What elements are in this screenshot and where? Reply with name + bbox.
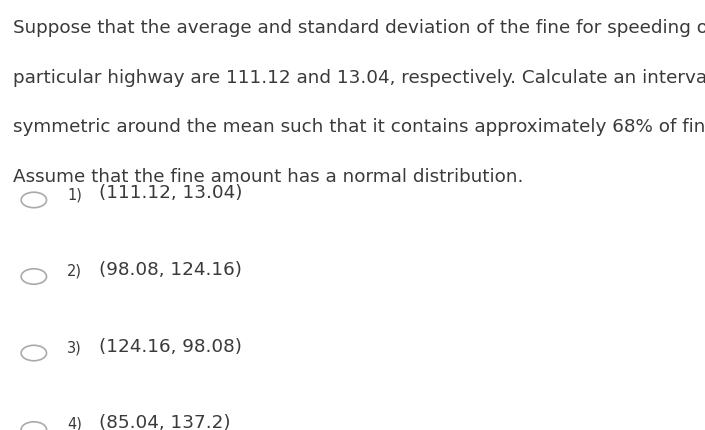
Text: 3): 3) [67,340,82,355]
Text: (111.12, 13.04): (111.12, 13.04) [99,184,243,203]
Text: particular highway are 111.12 and 13.04, respectively. Calculate an interval tha: particular highway are 111.12 and 13.04,… [13,69,705,87]
Text: symmetric around the mean such that it contains approximately 68% of fines.: symmetric around the mean such that it c… [13,118,705,136]
Text: 1): 1) [67,187,82,202]
Text: 4): 4) [67,417,82,430]
Text: (98.08, 124.16): (98.08, 124.16) [99,261,242,279]
Text: Suppose that the average and standard deviation of the fine for speeding on a: Suppose that the average and standard de… [13,19,705,37]
Text: Assume that the fine amount has a normal distribution.: Assume that the fine amount has a normal… [13,168,523,186]
Text: (124.16, 98.08): (124.16, 98.08) [99,338,242,356]
Text: (85.04, 137.2): (85.04, 137.2) [99,414,231,430]
Text: 2): 2) [67,264,82,279]
